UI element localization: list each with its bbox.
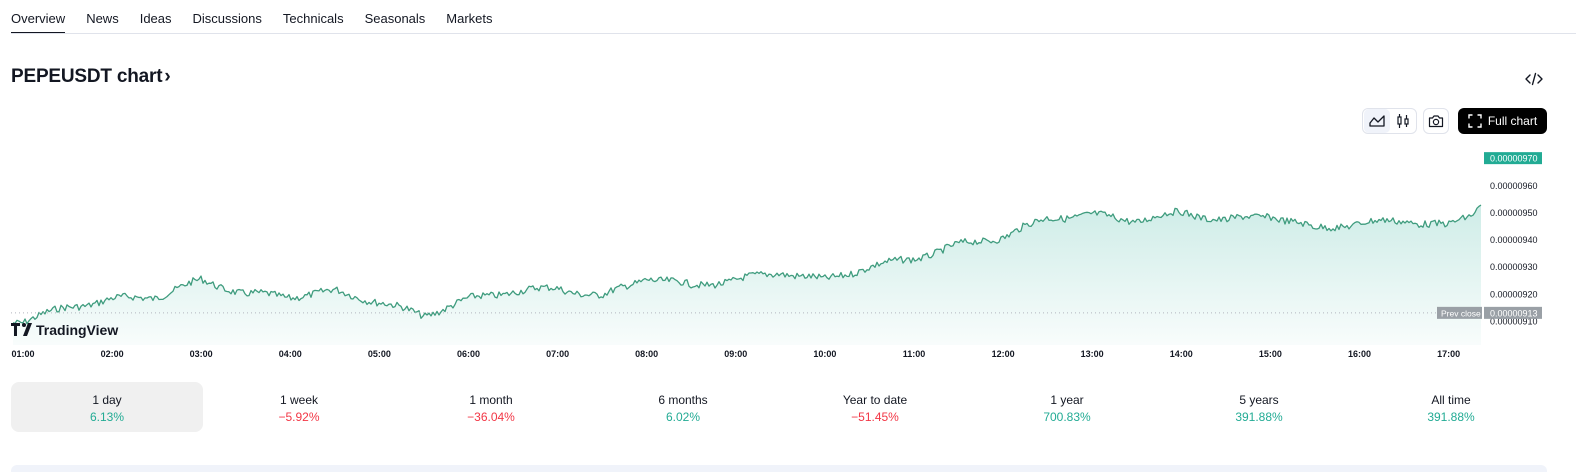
x-axis-tick: 08:00: [635, 349, 658, 359]
period-change: −5.92%: [278, 410, 320, 424]
price-chart[interactable]: 0.00000960 0.00000950 0.00000940 0.00000930…: [0, 145, 1576, 370]
fullscreen-icon: [1468, 114, 1482, 128]
x-axis-tick: 02:00: [101, 349, 124, 359]
x-axis-tick: 01:00: [11, 349, 34, 359]
x-axis-tick: 13:00: [1081, 349, 1104, 359]
area-style-button[interactable]: [1364, 109, 1390, 133]
prev-close-value-tag: [1484, 306, 1542, 319]
price-area-fill: [13, 205, 1481, 345]
tab-markets[interactable]: Markets: [446, 11, 493, 26]
x-axis-tick: 12:00: [992, 349, 1015, 359]
x-axis-tick: 16:00: [1348, 349, 1371, 359]
x-axis-tick: 03:00: [190, 349, 213, 359]
period-5-years[interactable]: 5 years 391.88%: [1163, 382, 1355, 432]
x-axis-tick: 15:00: [1259, 349, 1282, 359]
tab-seasonals[interactable]: Seasonals: [364, 11, 426, 26]
y-axis-tick: 0.00000930: [1490, 262, 1538, 272]
x-axis-tick: 06:00: [457, 349, 480, 359]
x-axis-tick: 11:00: [903, 349, 926, 359]
period-change: 391.88%: [1235, 410, 1283, 424]
tradingview-wordmark: TradingView: [36, 322, 118, 338]
chevron-right-icon: ›: [164, 66, 171, 87]
period-change: 6.02%: [665, 410, 701, 424]
period-change: 700.83%: [1043, 410, 1091, 424]
prev-close-caption: Prev close: [1441, 308, 1481, 318]
period-change: 391.88%: [1427, 410, 1475, 424]
x-axis-tick: 07:00: [546, 349, 569, 359]
prev-close-tag: [1437, 306, 1482, 319]
y-axis-tick: 0.00000960: [1490, 181, 1538, 191]
period-label: Year to date: [842, 393, 908, 407]
tab-technicals[interactable]: Technicals: [282, 11, 344, 26]
y-axis-tick: 0.00000940: [1490, 235, 1538, 245]
code-icon: [1525, 72, 1543, 86]
period-label: 1 week: [279, 393, 319, 407]
period-label: All time: [1431, 393, 1471, 407]
tradingview-logo: [11, 323, 32, 336]
period-selector: 1 day 6.13% 1 week −5.92% 1 month −36.04…: [11, 382, 1547, 432]
period-all-time[interactable]: All time 391.88%: [1355, 382, 1547, 432]
period-label: 1 month: [469, 393, 513, 407]
period-1-day[interactable]: 1 day 6.13%: [11, 382, 203, 432]
symbol-tabs: Overview News Ideas Discussions Technica…: [11, 0, 514, 34]
tab-overview[interactable]: Overview: [11, 0, 66, 34]
tab-ideas[interactable]: Ideas: [139, 11, 172, 26]
period-1-year[interactable]: 1 year 700.83%: [971, 382, 1163, 432]
chart-title-link[interactable]: PEPEUSDT chart ›: [11, 66, 171, 88]
x-axis-tick: 09:00: [724, 349, 747, 359]
tab-news[interactable]: News: [86, 11, 119, 26]
period-1-month[interactable]: 1 month −36.04%: [395, 382, 587, 432]
period-label: 1 year: [1050, 393, 1084, 407]
period-year-to-date[interactable]: Year to date −51.45%: [779, 382, 971, 432]
x-axis-tick: 04:00: [279, 349, 302, 359]
candles-style-button[interactable]: [1390, 109, 1416, 133]
x-axis-tick: 10:00: [813, 349, 836, 359]
period-change: 6.13%: [89, 410, 125, 424]
page-title: PEPEUSDT chart: [11, 66, 163, 87]
price-chart-svg: 0.00000960 0.00000950 0.00000940 0.00000930…: [11, 152, 1542, 359]
y-axis-tick: 0.00000920: [1490, 289, 1538, 299]
period-1-week[interactable]: 1 week −5.92%: [203, 382, 395, 432]
period-change: −51.45%: [851, 410, 899, 424]
y-axis-tick: 0.00000910: [1490, 317, 1538, 327]
price-line: [12, 204, 1482, 325]
area-chart-icon: [1369, 115, 1385, 127]
tabs-divider: [11, 33, 1576, 34]
period-label: 5 years: [1239, 393, 1279, 407]
x-axis-tick: 17:00: [1437, 349, 1460, 359]
x-axis-tick: 05:00: [368, 349, 391, 359]
period-label: 1 day: [92, 393, 122, 407]
candles-icon: [1397, 114, 1409, 128]
period-6-months[interactable]: 6 months 6.02%: [587, 382, 779, 432]
prev-close-value: 0.00000913: [1490, 308, 1538, 318]
last-price-tag: [1484, 152, 1542, 165]
screenshot-button[interactable]: [1423, 108, 1449, 134]
full-chart-button[interactable]: Full chart: [1458, 108, 1547, 134]
full-chart-label: Full chart: [1487, 114, 1538, 128]
y-axis-tick: 0.00000950: [1490, 208, 1538, 218]
last-price-label: 0.00000970: [1490, 154, 1538, 164]
chart-style-toggle: [1362, 108, 1417, 134]
next-section-edge: [11, 465, 1547, 472]
period-label: 6 months: [658, 393, 708, 407]
tab-discussions[interactable]: Discussions: [192, 11, 262, 26]
camera-icon: [1428, 115, 1444, 128]
embed-code-button[interactable]: [1524, 70, 1544, 88]
period-change: −36.04%: [467, 410, 515, 424]
x-axis-tick: 14:00: [1170, 349, 1193, 359]
